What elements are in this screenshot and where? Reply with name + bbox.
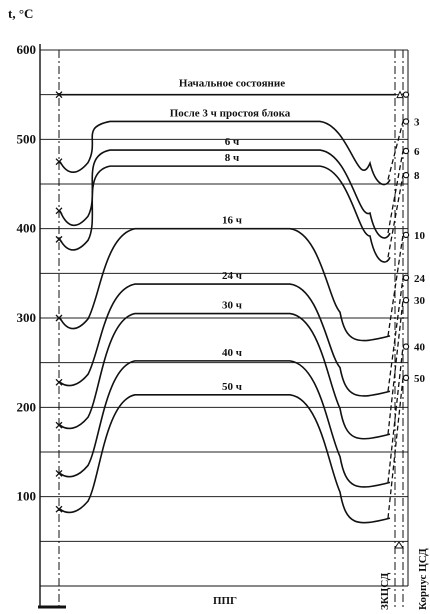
- series-line: [59, 149, 391, 239]
- triangle-marker: [394, 541, 404, 549]
- series-right-marker: [402, 296, 410, 304]
- series-left-marker: [55, 235, 63, 243]
- series-2: [55, 147, 410, 239]
- series-right-label: 8: [414, 170, 420, 182]
- series-label: Начальное состояние: [179, 78, 285, 90]
- labels-group: 100 200 300 400 500 600 Начальное состояние Пос…: [17, 42, 426, 504]
- series-right-marker: [402, 171, 410, 179]
- series-line: [59, 283, 391, 397]
- series-3: [55, 165, 410, 263]
- series-line: [59, 312, 391, 440]
- series-left-marker: [55, 91, 63, 99]
- vertical-label-zkcsd: ЗКЦСД: [379, 572, 391, 610]
- series-line: [59, 394, 391, 524]
- series-group: [55, 91, 410, 524]
- series-label: 8 ч: [225, 152, 239, 164]
- series-label: 6 ч: [225, 136, 239, 148]
- y-tick-label: 200: [17, 399, 37, 414]
- series-5: [55, 274, 410, 397]
- series-right-label: 30: [414, 295, 426, 307]
- series-left-marker: [55, 314, 63, 322]
- series-right-label: 24: [414, 273, 426, 285]
- series-label: После 3 ч простоя блока: [170, 107, 291, 119]
- series-dashed-connector: [387, 346, 404, 483]
- y-tick-label: 100: [17, 489, 37, 504]
- series-right-label: 40: [414, 342, 426, 354]
- series-right-marker: [402, 374, 410, 382]
- grid-lines: [40, 49, 408, 542]
- series-left-marker: [55, 505, 63, 513]
- series-line: [59, 360, 391, 488]
- series-label: 50 ч: [222, 381, 242, 393]
- series-dashed-connector: [387, 174, 404, 258]
- series-dashed-connector: [387, 121, 404, 180]
- series-right-marker: [402, 91, 410, 98]
- series-left-marker: [55, 158, 63, 166]
- series-4: [55, 227, 410, 342]
- series-0: [55, 91, 410, 99]
- series-left-marker: [55, 207, 63, 215]
- series-right-marker: [402, 343, 410, 350]
- series-right-marker: [402, 231, 410, 239]
- y-tick-label: 400: [17, 221, 37, 236]
- series-label: 40 ч: [222, 347, 242, 359]
- triangle-marker-top: [396, 90, 404, 99]
- bottom-label: ППГ: [213, 595, 237, 607]
- series-dashed-connector: [387, 300, 404, 435]
- series-dashed-connector: [387, 150, 404, 234]
- series-label: 30 ч: [222, 300, 242, 312]
- series-left-marker: [55, 469, 63, 477]
- y-axis-label: t, °C: [8, 6, 33, 21]
- series-7: [55, 343, 410, 488]
- series-label: 24 ч: [222, 270, 242, 282]
- series-label: 16 ч: [222, 215, 242, 227]
- series-right-marker: [402, 147, 410, 155]
- y-tick-label: 500: [17, 131, 37, 146]
- series-1: [55, 118, 410, 186]
- axes: [38, 44, 409, 609]
- series-line: [59, 120, 391, 186]
- series-6: [55, 296, 410, 440]
- series-left-marker: [55, 421, 63, 429]
- series-8: [55, 374, 410, 524]
- series-dashed-connector: [387, 277, 404, 392]
- series-left-marker: [55, 378, 63, 386]
- series-right-label: 6: [414, 146, 420, 158]
- y-tick-label: 300: [17, 310, 37, 325]
- y-tick-label: 600: [17, 42, 37, 57]
- series-right-marker: [402, 118, 410, 125]
- series-right-label: 10: [414, 230, 426, 242]
- vertical-label-korpus: Корпус ЦСД: [417, 548, 429, 610]
- series-line: [59, 165, 391, 263]
- series-right-label: 50: [414, 373, 426, 385]
- series-dashed-connector: [387, 234, 404, 336]
- series-right-label: 3: [414, 116, 420, 128]
- series-right-marker: [402, 274, 410, 281]
- series-line: [59, 227, 391, 342]
